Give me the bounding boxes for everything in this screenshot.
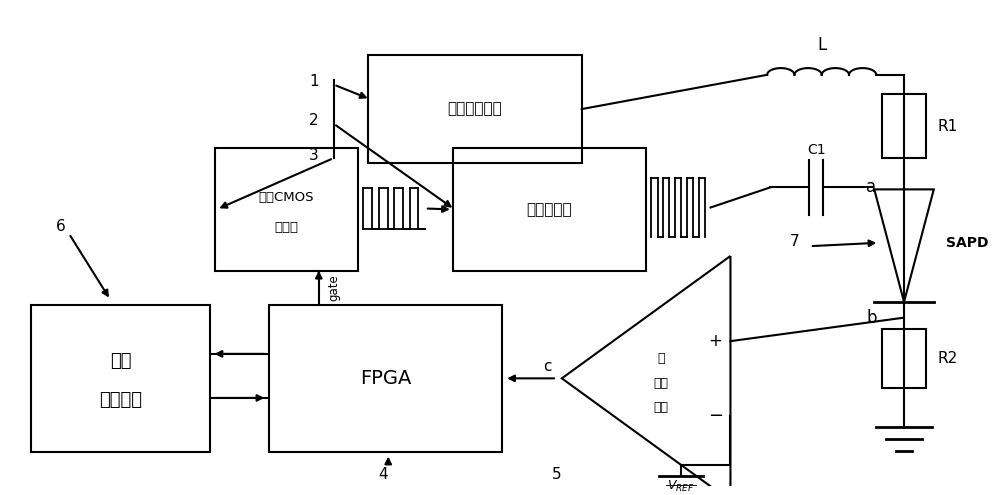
Text: 射频变压器: 射频变压器 xyxy=(527,202,572,217)
Bar xyxy=(368,55,582,163)
Text: 7: 7 xyxy=(790,234,800,249)
Text: $V_{REF}$: $V_{REF}$ xyxy=(667,479,695,494)
Text: L: L xyxy=(817,37,826,54)
Text: 6: 6 xyxy=(56,219,66,234)
Text: 2: 2 xyxy=(309,113,319,128)
Bar xyxy=(31,305,210,452)
Bar xyxy=(269,305,502,452)
Text: c: c xyxy=(543,359,552,374)
Text: 比: 比 xyxy=(657,352,665,365)
Text: gate: gate xyxy=(327,274,340,301)
Bar xyxy=(882,95,926,158)
Text: 驱动器: 驱动器 xyxy=(275,221,299,234)
Text: C1: C1 xyxy=(807,143,826,157)
Text: −: − xyxy=(708,406,723,425)
Text: SAPD: SAPD xyxy=(946,236,988,250)
Text: 5: 5 xyxy=(552,467,562,482)
Text: R1: R1 xyxy=(938,119,958,134)
Text: 1: 1 xyxy=(309,74,319,89)
Bar xyxy=(215,148,358,271)
Text: 速器: 速器 xyxy=(654,401,669,414)
Text: 直流高压电源: 直流高压电源 xyxy=(448,101,502,117)
Text: R2: R2 xyxy=(938,351,958,366)
Text: 人机: 人机 xyxy=(110,352,131,370)
Text: 3: 3 xyxy=(309,148,319,163)
Text: 高速CMOS: 高速CMOS xyxy=(259,191,314,204)
Text: b: b xyxy=(866,309,877,327)
Bar xyxy=(882,329,926,388)
Text: a: a xyxy=(866,178,876,197)
Text: 高较: 高较 xyxy=(654,377,669,390)
Text: 4: 4 xyxy=(378,467,388,482)
Text: FPGA: FPGA xyxy=(360,369,411,388)
Text: 交互界面: 交互界面 xyxy=(99,391,142,409)
Bar xyxy=(453,148,646,271)
Text: +: + xyxy=(709,332,723,350)
